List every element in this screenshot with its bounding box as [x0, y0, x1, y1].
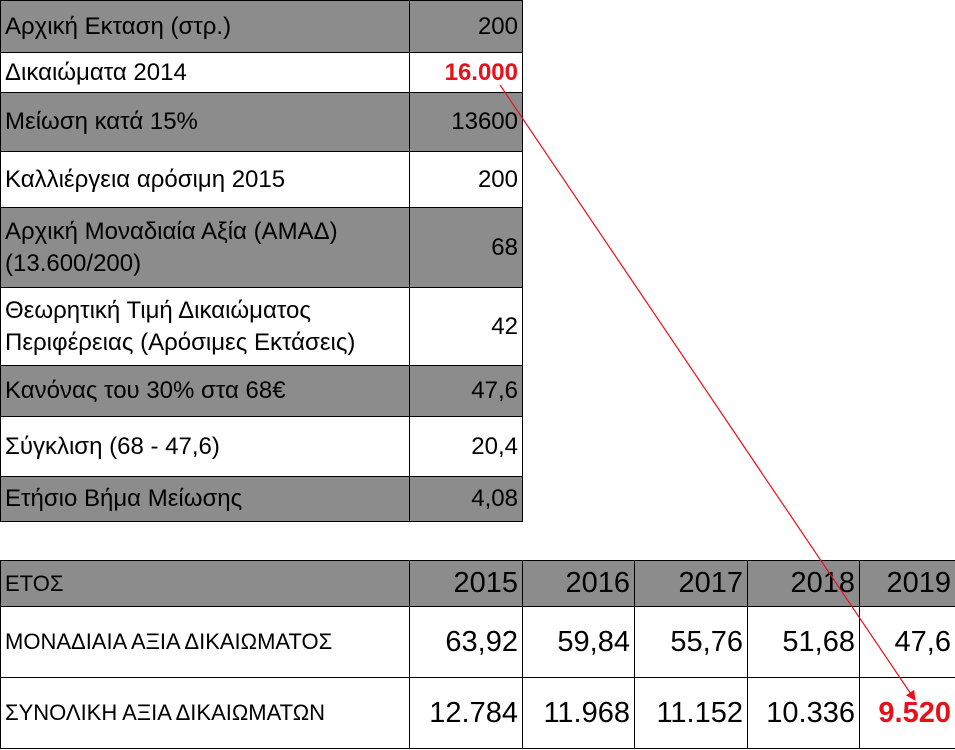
entitlement-calculation-table: Αρχική Εκταση (στρ.) 200 Δικαιώματα 2014… [0, 0, 523, 522]
table-row: Μείωση κατά 15% 13600 [0, 92, 523, 152]
total-value-cell: 11.968 [522, 677, 635, 749]
row-label: Ετήσιο Βήμα Μείωσης [0, 476, 410, 522]
unit-value-cell: 63,92 [409, 606, 523, 678]
table-row: Κανόνας του 30% στα 68€ 47,6 [0, 365, 523, 417]
total-value-row: ΣΥΝΟΛΙΚΗ ΑΞΙΑ ΔΙΚΑΙΩΜΑΤΩΝ 12.784 11.968 … [0, 677, 955, 749]
total-value-label: ΣΥΝΟΛΙΚΗ ΑΞΙΑ ΔΙΚΑΙΩΜΑΤΩΝ [0, 677, 410, 749]
table-row: Σύγκλιση (68 - 47,6) 20,4 [0, 416, 523, 477]
row-label: Σύγκλιση (68 - 47,6) [0, 416, 410, 477]
unit-value-cell: 51,68 [747, 606, 860, 678]
row-value: 13600 [409, 92, 523, 152]
year-cell: 2019 [859, 560, 955, 607]
year-cell: 2015 [409, 560, 523, 607]
row-label: Καλλιέργεια αρόσιμη 2015 [0, 151, 410, 208]
row-label: Μείωση κατά 15% [0, 92, 410, 152]
unit-value-cell: 47,6 [859, 606, 955, 678]
row-value: 68 [409, 207, 523, 288]
table-row: Αρχική Μοναδιαία Αξία (ΑΜΑΔ) (13.600/200… [0, 207, 523, 288]
row-label: Κανόνας του 30% στα 68€ [0, 365, 410, 417]
row-value: 200 [409, 151, 523, 208]
year-cell: 2016 [522, 560, 635, 607]
year-cell: 2018 [747, 560, 860, 607]
table-row: Αρχική Εκταση (στρ.) 200 [0, 0, 523, 53]
highlighted-total-cell: 9.520 [859, 677, 955, 749]
unit-value-cell: 55,76 [634, 606, 748, 678]
row-label: Θεωρητική Τιμή Δικαιώματος Περιφέρειας (… [0, 287, 410, 366]
year-header-row: ΕΤΟΣ 2015 2016 2017 2018 2019 [0, 560, 955, 607]
row-label: Αρχική Μοναδιαία Αξία (ΑΜΑΔ) (13.600/200… [0, 207, 410, 288]
total-value-cell: 12.784 [409, 677, 523, 749]
row-value: 42 [409, 287, 523, 366]
row-value: 47,6 [409, 365, 523, 417]
year-header-label: ΕΤΟΣ [0, 560, 410, 607]
table-row: Δικαιώματα 2014 16.000 [0, 52, 523, 93]
table-row: Καλλιέργεια αρόσιμη 2015 200 [0, 151, 523, 208]
row-value: 200 [409, 0, 523, 53]
total-value-cell: 11.152 [634, 677, 748, 749]
row-value: 4,08 [409, 476, 523, 522]
table-row: Ετήσιο Βήμα Μείωσης 4,08 [0, 476, 523, 522]
yearly-entitlement-table: ΕΤΟΣ 2015 2016 2017 2018 2019 ΜΟΝΑΔΙΑΙΑ … [0, 560, 955, 749]
row-value: 20,4 [409, 416, 523, 477]
unit-value-label: ΜΟΝΑΔΙΑΙΑ ΑΞΙΑ ΔΙΚΑΙΩΜΑΤΟΣ [0, 606, 410, 678]
year-cell: 2017 [634, 560, 748, 607]
row-label: Δικαιώματα 2014 [0, 52, 410, 93]
highlighted-value: 16.000 [409, 52, 523, 93]
total-value-cell: 10.336 [747, 677, 860, 749]
unit-value-row: ΜΟΝΑΔΙΑΙΑ ΑΞΙΑ ΔΙΚΑΙΩΜΑΤΟΣ 63,92 59,84 5… [0, 606, 955, 678]
unit-value-cell: 59,84 [522, 606, 635, 678]
table-row: Θεωρητική Τιμή Δικαιώματος Περιφέρειας (… [0, 287, 523, 366]
row-label: Αρχική Εκταση (στρ.) [0, 0, 410, 53]
